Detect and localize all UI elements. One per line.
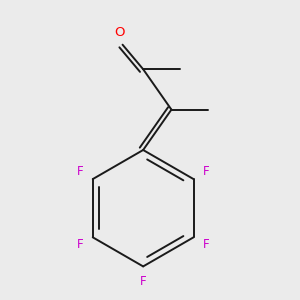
Text: F: F: [76, 165, 83, 178]
Text: F: F: [203, 238, 210, 251]
Text: F: F: [76, 238, 83, 251]
Text: O: O: [115, 26, 125, 39]
Text: F: F: [203, 165, 210, 178]
Text: F: F: [140, 275, 146, 288]
